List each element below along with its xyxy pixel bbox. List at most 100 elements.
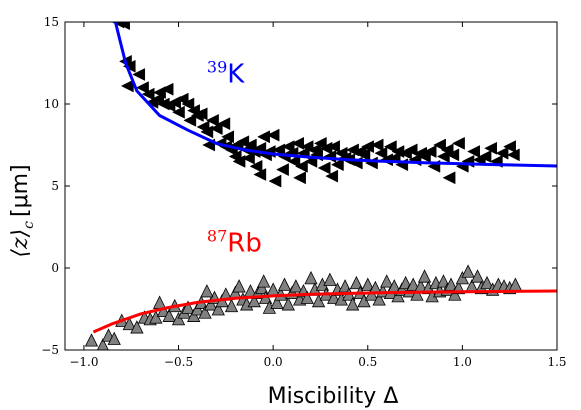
data-point (293, 171, 306, 185)
data-point (423, 145, 437, 158)
data-point (372, 292, 386, 306)
data-point (253, 168, 267, 181)
data-point (122, 316, 136, 331)
series-1 (84, 264, 523, 350)
series-annotation: 87Rb (207, 227, 262, 259)
y-tick-label: 5 (51, 179, 59, 193)
data-point (204, 297, 218, 311)
x-tick-label: −1.0 (69, 355, 98, 369)
data-point (300, 290, 314, 304)
data-point (455, 270, 470, 285)
data-point (417, 269, 432, 283)
data-point (117, 22, 130, 31)
data-point (209, 122, 223, 136)
data-point (304, 270, 318, 285)
data-point (276, 163, 289, 177)
x-tick-label: −0.5 (164, 355, 193, 369)
data-point (162, 308, 176, 322)
data-point (327, 290, 341, 304)
data-point (190, 302, 205, 316)
data-point (181, 300, 195, 314)
data-point (317, 161, 331, 175)
data-point (446, 148, 460, 162)
data-point (247, 293, 261, 308)
data-point (107, 331, 121, 345)
fit-curve-1 (92, 289, 557, 334)
data-point (370, 138, 384, 152)
data-point (436, 150, 450, 163)
data-point (181, 97, 195, 111)
axes: −1.0 −0.5 0.0 0.5 1.0 1.5 −5 0 5 10 15 (41, 15, 566, 369)
data-point (249, 159, 263, 173)
data-point (311, 293, 326, 308)
data-point (217, 117, 231, 131)
y-tick-label: −5 (41, 343, 59, 357)
data-point (268, 174, 282, 188)
data-point (257, 274, 271, 288)
data-point (272, 143, 286, 157)
data-point (232, 154, 246, 168)
x-tick-label: 1.0 (453, 355, 472, 369)
data-point (281, 297, 295, 311)
data-point (187, 308, 201, 322)
x-tick-label: 1.5 (547, 355, 566, 369)
data-point (327, 140, 340, 154)
data-point (410, 287, 424, 301)
x-tick-label: 0.0 (264, 355, 283, 369)
data-point (232, 279, 246, 293)
data-point (84, 333, 99, 347)
data-point (160, 82, 174, 96)
x-axis-label: Miscibility Δ (268, 384, 399, 409)
data-point (357, 293, 371, 308)
data-point (211, 302, 225, 316)
data-point (349, 275, 364, 290)
data-point (452, 136, 465, 150)
data-point (257, 130, 270, 144)
data-point (325, 169, 339, 183)
data-point (289, 279, 303, 293)
data-point (484, 141, 498, 155)
data-point (241, 151, 255, 165)
data-point (171, 105, 185, 119)
data-point (478, 150, 492, 163)
data-point (206, 113, 219, 127)
series-annotations: 39K 87Rb (207, 58, 262, 259)
y-axis-label-sub: c (21, 221, 37, 229)
data-point (266, 128, 280, 142)
plot-area (84, 22, 557, 350)
data-point (171, 311, 186, 326)
data-point (243, 138, 257, 152)
data-point (506, 148, 520, 162)
data-point (152, 295, 167, 309)
data-point (224, 298, 239, 313)
data-point (323, 272, 337, 286)
data-point (141, 87, 155, 101)
data-point (291, 136, 305, 150)
data-point (270, 295, 284, 309)
annotation-isotope-number: 39 (207, 58, 227, 77)
data-point (461, 264, 475, 278)
y-axis-label-main: ⟨z⟩ (8, 229, 33, 258)
data-point (406, 277, 420, 291)
data-point (330, 158, 344, 172)
data-point (221, 130, 234, 144)
data-point (194, 107, 208, 121)
y-axis-label: ⟨z⟩c [μm] (8, 164, 37, 257)
data-point (200, 284, 214, 298)
data-point (433, 138, 446, 152)
data-point (130, 320, 144, 334)
data-point (287, 154, 301, 168)
svg-text:⟨z⟩c[μm]: ⟨z⟩c [μm] (8, 164, 37, 257)
data-point (470, 269, 485, 283)
data-point (361, 140, 375, 154)
data-point (345, 297, 360, 311)
data-point (391, 288, 405, 303)
data-point (357, 148, 371, 162)
data-point (480, 275, 494, 290)
series-annotation: 39K (207, 58, 245, 90)
y-tick-label: 15 (44, 15, 59, 29)
y-tick-label: 10 (44, 97, 59, 111)
data-point (132, 68, 146, 81)
series-0 (111, 22, 520, 188)
